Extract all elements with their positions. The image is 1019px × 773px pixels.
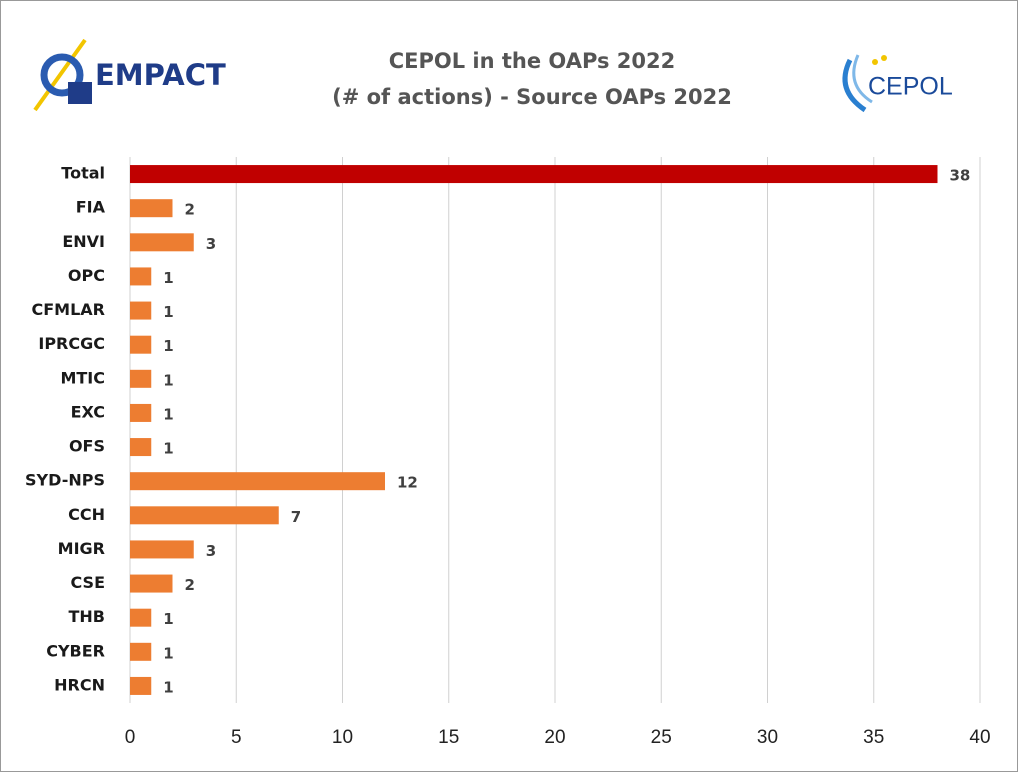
data-label: 2 bbox=[185, 576, 195, 594]
logo-swirl bbox=[842, 58, 867, 113]
bar bbox=[130, 165, 938, 184]
bar bbox=[130, 233, 194, 252]
y-tick-label: IPRCGC bbox=[38, 334, 105, 353]
x-tick-label: 10 bbox=[332, 727, 353, 748]
data-label: 7 bbox=[291, 508, 301, 526]
chart-title: CEPOL in the OAPs 2022 bbox=[389, 49, 676, 73]
bar bbox=[130, 438, 152, 457]
logo-text: EMPACT bbox=[95, 58, 226, 92]
logo-swirl bbox=[852, 54, 873, 104]
logo-text: CEPOL bbox=[868, 73, 953, 101]
y-tick-label: MIGR bbox=[58, 539, 105, 558]
x-tick-label: 25 bbox=[651, 727, 672, 748]
y-tick-label: OPC bbox=[68, 266, 105, 285]
bar bbox=[130, 472, 385, 491]
x-tick-label: 20 bbox=[544, 727, 565, 748]
data-label: 2 bbox=[185, 201, 195, 219]
x-tick-label: 35 bbox=[863, 727, 884, 748]
bar bbox=[130, 267, 152, 286]
data-label: 1 bbox=[163, 678, 173, 696]
y-tick-label: MTIC bbox=[60, 368, 105, 387]
bar bbox=[130, 403, 152, 422]
logo-star bbox=[872, 59, 878, 65]
data-label: 1 bbox=[163, 440, 173, 458]
data-label: 38 bbox=[950, 167, 971, 185]
x-tick-label: 0 bbox=[125, 727, 136, 748]
logo-ring bbox=[40, 53, 84, 97]
logo-stroke bbox=[33, 38, 87, 112]
y-tick-label: OFS bbox=[69, 437, 105, 456]
y-tick-label: SYD-NPS bbox=[25, 471, 105, 490]
bar bbox=[130, 642, 152, 661]
data-label: 12 bbox=[397, 474, 418, 492]
data-label: 1 bbox=[163, 405, 173, 423]
bar bbox=[130, 608, 152, 627]
bar bbox=[130, 335, 152, 354]
x-tick-label: 40 bbox=[969, 727, 990, 748]
bar bbox=[130, 199, 173, 218]
cepol-logo: CEPOL bbox=[842, 54, 953, 113]
x-tick-label: 15 bbox=[438, 727, 459, 748]
bar bbox=[130, 540, 194, 559]
data-label: 1 bbox=[163, 644, 173, 662]
y-tick-label: FIA bbox=[76, 198, 106, 217]
chart-subtitle: (# of actions) - Source OAPs 2022 bbox=[332, 85, 732, 109]
logo-star bbox=[881, 55, 887, 61]
bar bbox=[130, 369, 152, 388]
y-tick-label: HRCN bbox=[54, 675, 105, 694]
data-label: 1 bbox=[163, 269, 173, 287]
data-label: 1 bbox=[163, 337, 173, 355]
empact-logo: EMPACT bbox=[33, 38, 226, 112]
y-tick-label: ENVI bbox=[62, 232, 105, 251]
x-tick-label: 5 bbox=[231, 727, 242, 748]
data-label: 1 bbox=[163, 303, 173, 321]
y-tick-label: THB bbox=[69, 607, 106, 626]
bar bbox=[130, 301, 152, 320]
bar bbox=[130, 506, 279, 525]
y-tick-label: CYBER bbox=[46, 641, 105, 660]
bar bbox=[130, 676, 152, 695]
bar bbox=[130, 574, 173, 593]
data-label: 1 bbox=[163, 610, 173, 628]
y-tick-label: EXC bbox=[71, 402, 105, 421]
data-label: 3 bbox=[206, 235, 216, 253]
y-tick-label: Total bbox=[61, 164, 105, 183]
logo-flag bbox=[68, 82, 92, 104]
x-tick-label: 30 bbox=[757, 727, 778, 748]
data-label: 3 bbox=[206, 542, 216, 560]
y-tick-label: CCH bbox=[68, 505, 105, 524]
y-tick-label: CSE bbox=[71, 573, 106, 592]
y-tick-label: CFMLAR bbox=[32, 300, 106, 319]
data-label: 1 bbox=[163, 371, 173, 389]
